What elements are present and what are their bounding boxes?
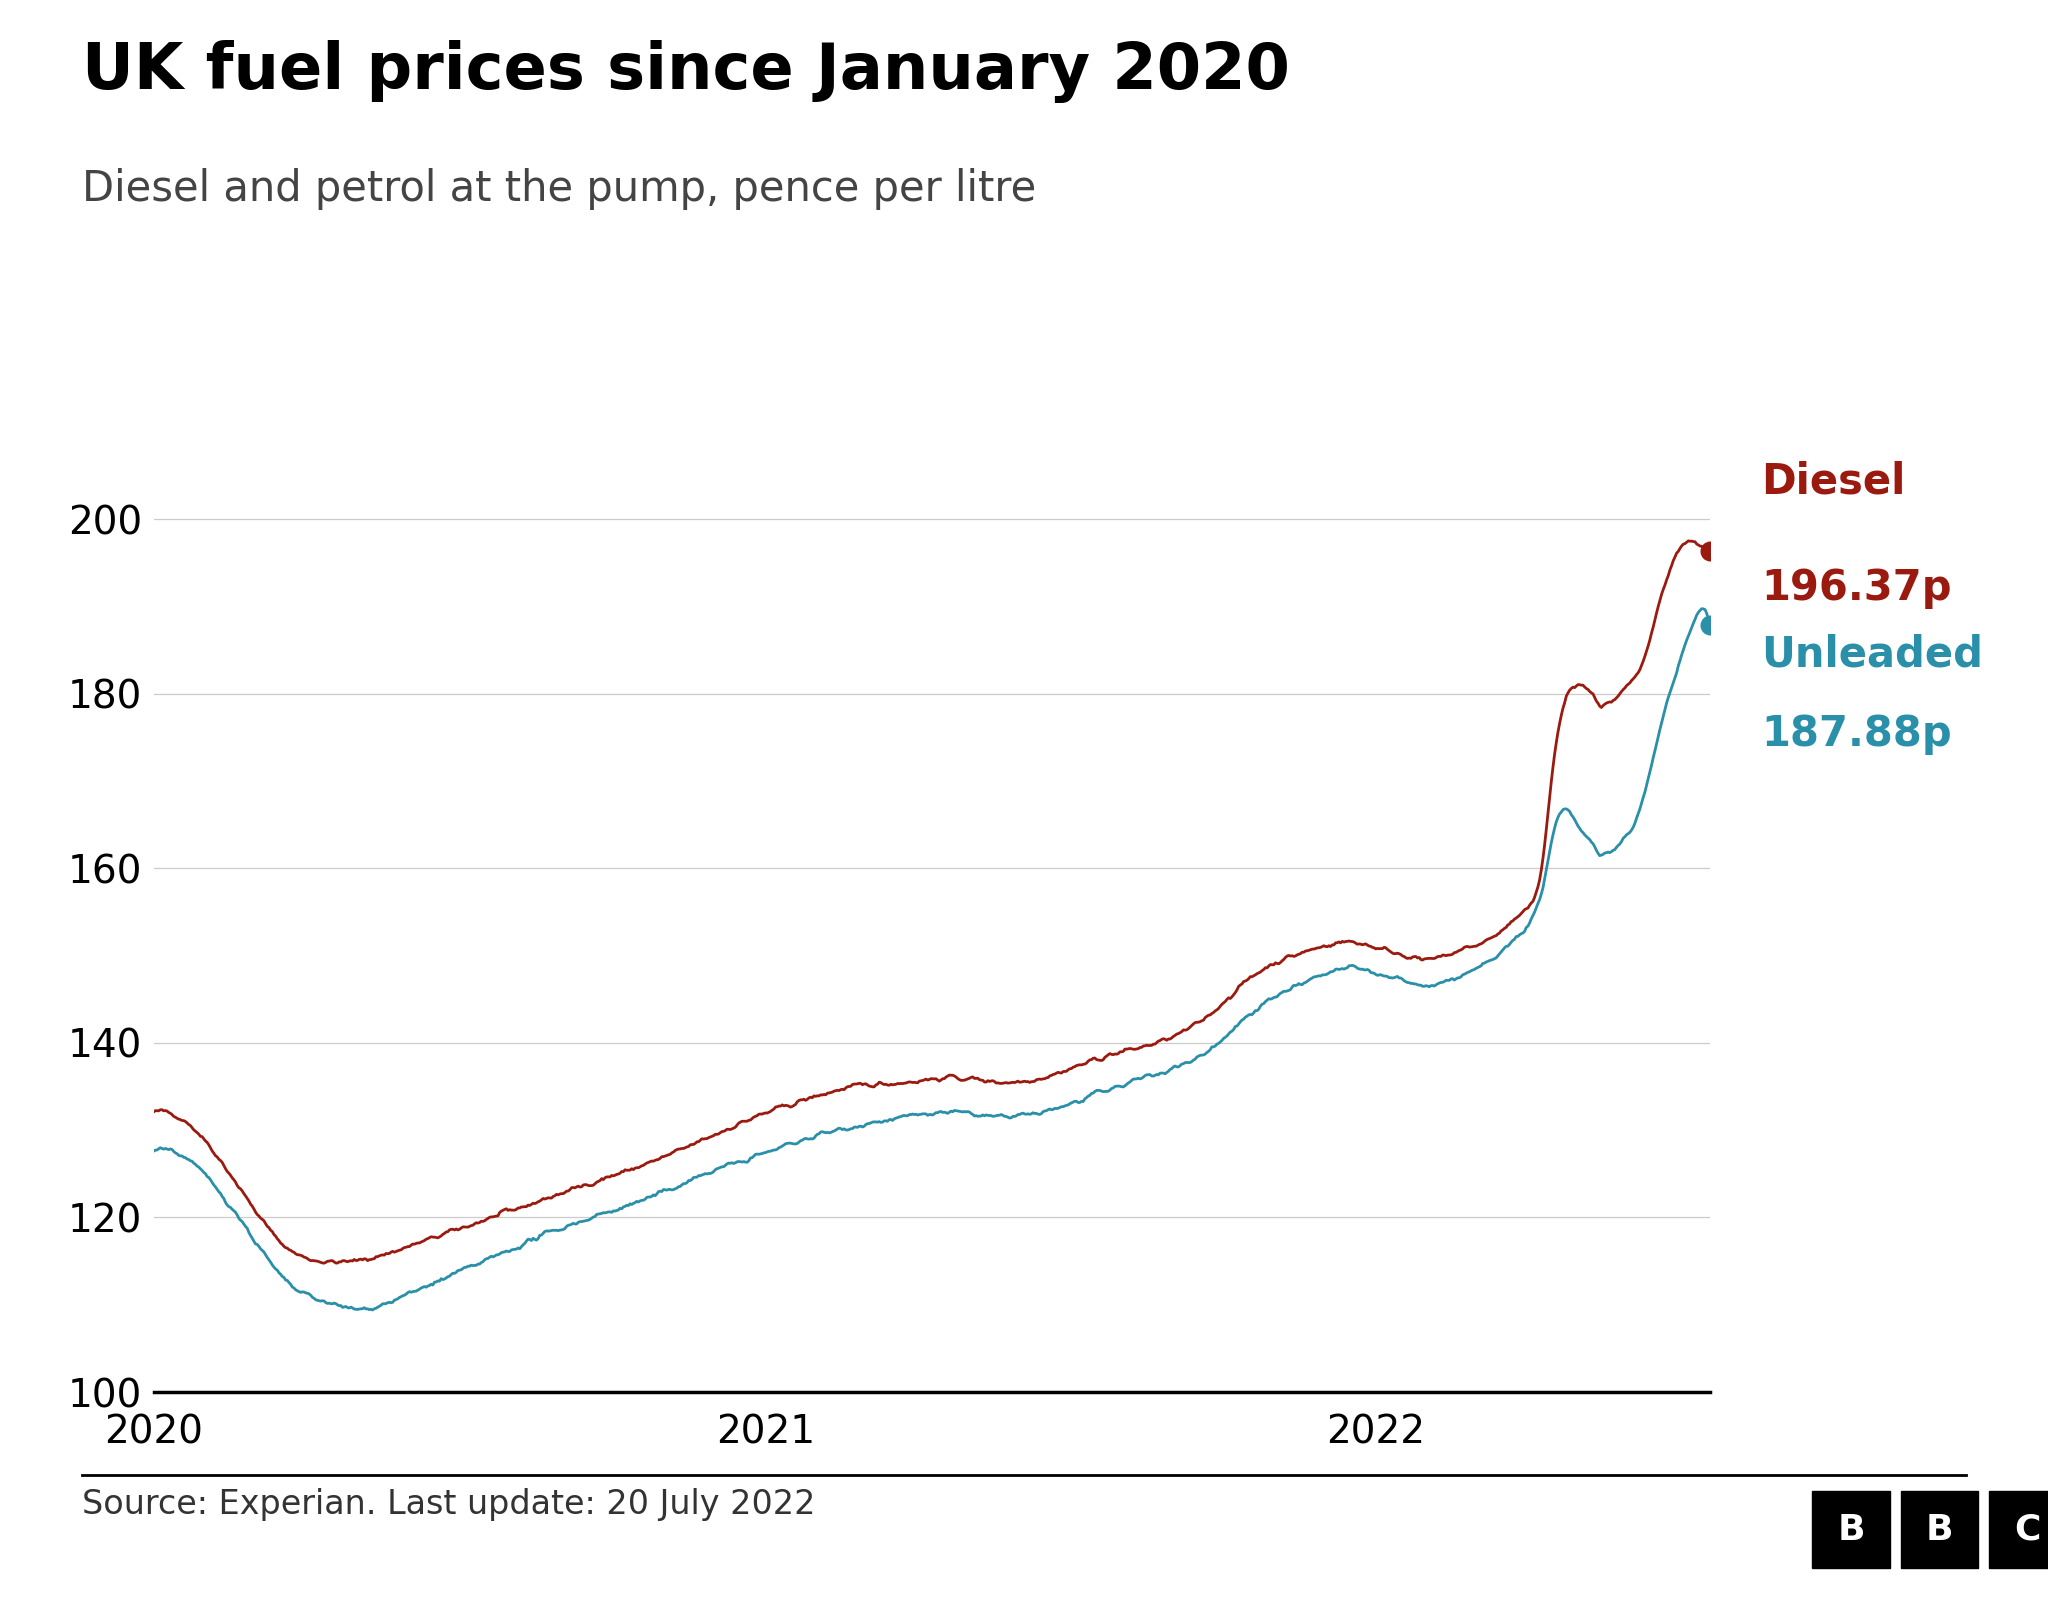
Text: Source: Experian. Last update: 20 July 2022: Source: Experian. Last update: 20 July 2… <box>82 1488 815 1522</box>
Text: B: B <box>1925 1512 1954 1547</box>
Text: Diesel: Diesel <box>1761 461 1905 502</box>
Text: C: C <box>2015 1512 2040 1547</box>
Point <box>1694 613 1726 638</box>
Text: UK fuel prices since January 2020: UK fuel prices since January 2020 <box>82 40 1290 102</box>
Text: Unleaded: Unleaded <box>1761 634 1982 675</box>
Text: Diesel and petrol at the pump, pence per litre: Diesel and petrol at the pump, pence per… <box>82 168 1036 210</box>
Text: B: B <box>1837 1512 1866 1547</box>
Point <box>1694 538 1726 563</box>
Text: 187.88p: 187.88p <box>1761 714 1952 755</box>
Text: 196.37p: 196.37p <box>1761 566 1952 610</box>
